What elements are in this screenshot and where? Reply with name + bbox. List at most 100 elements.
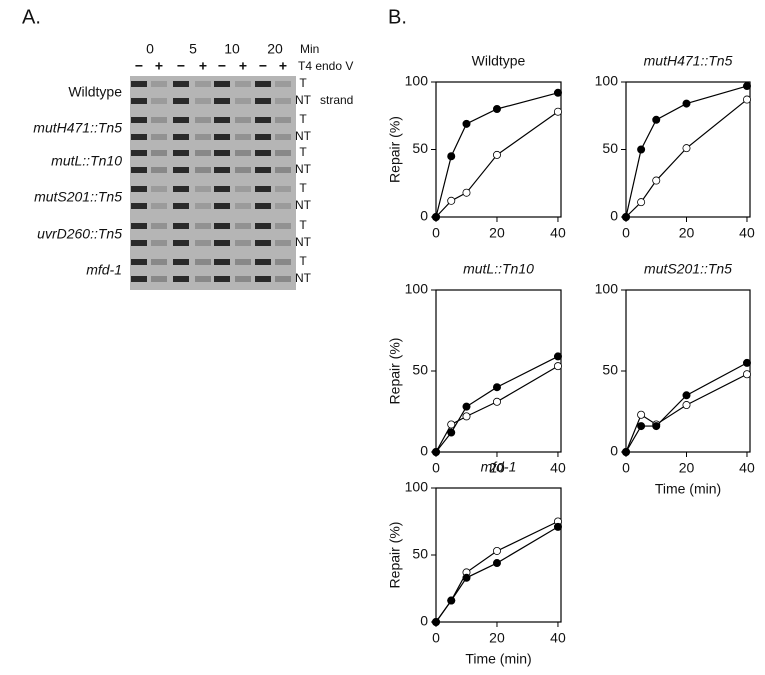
- strand-label: NT: [295, 271, 312, 285]
- y-tick-label: 50: [602, 140, 618, 156]
- x-tick-label: 0: [622, 460, 630, 476]
- gel-band: [195, 117, 211, 123]
- y-tick-label: 100: [405, 73, 429, 89]
- gel-band: [255, 240, 271, 246]
- gel-band: [214, 259, 230, 265]
- x-tick-label: 20: [489, 460, 505, 476]
- gel-band: [275, 223, 291, 229]
- gel-band: [151, 150, 167, 156]
- gel-band: [255, 203, 271, 209]
- data-point: [492, 559, 501, 568]
- data-point: [462, 119, 471, 128]
- y-tick-label: 50: [412, 362, 428, 378]
- gel-band: [131, 259, 147, 265]
- gel-band: [151, 276, 167, 282]
- gel-band: [195, 259, 211, 265]
- gel-band: [131, 186, 147, 192]
- lane-sign: −: [259, 58, 267, 74]
- data-point: [462, 412, 471, 421]
- data-point: [682, 144, 691, 153]
- gel-band: [255, 134, 271, 140]
- y-tick-label: 0: [610, 443, 618, 459]
- data-point: [492, 397, 501, 406]
- time-label: 0: [146, 41, 154, 57]
- y-axis-label: Repair (%): [387, 338, 403, 405]
- gel-band: [131, 134, 147, 140]
- x-tick-label: 40: [739, 460, 755, 476]
- x-tick-label: 40: [550, 460, 566, 476]
- gel-band: [131, 117, 147, 123]
- data-point: [431, 447, 440, 456]
- gel-band: [214, 117, 230, 123]
- gel-band: [173, 240, 189, 246]
- chart-title: mutS201::Tn5: [644, 261, 732, 277]
- gel-band: [275, 240, 291, 246]
- series-line: [435, 520, 559, 623]
- gel-band: [275, 98, 291, 104]
- chart-title: Wildtype: [472, 53, 526, 69]
- data-point: [637, 410, 646, 419]
- lane-sign: −: [135, 58, 143, 74]
- x-tick-label: 0: [622, 225, 630, 241]
- lane-sign: +: [239, 58, 247, 74]
- data-point: [553, 522, 562, 531]
- y-tick-label: 100: [405, 281, 429, 297]
- x-tick-label: 0: [432, 630, 440, 646]
- gel-band: [195, 240, 211, 246]
- gel-band: [255, 167, 271, 173]
- gel-band: [195, 223, 211, 229]
- gel-band: [214, 98, 230, 104]
- y-tick-label: 0: [420, 208, 428, 224]
- x-tick-label: 40: [739, 225, 755, 241]
- lane-sign: −: [177, 58, 185, 74]
- gel-band: [195, 186, 211, 192]
- y-axis-label: Repair (%): [387, 116, 403, 183]
- chart-title: mfd-1: [481, 459, 517, 475]
- gel-band: [151, 240, 167, 246]
- gel-band: [235, 186, 251, 192]
- data-point: [447, 420, 456, 429]
- data-point: [492, 383, 501, 392]
- data-point: [462, 402, 471, 411]
- gel-band: [235, 150, 251, 156]
- gel-band: [235, 81, 251, 87]
- gel-band: [214, 203, 230, 209]
- gel-band: [255, 81, 271, 87]
- gel-band: [173, 203, 189, 209]
- gel-band: [195, 81, 211, 87]
- gel-band: [173, 81, 189, 87]
- gel-band: [235, 240, 251, 246]
- lane-sign: +: [199, 58, 207, 74]
- time-unit: Min: [300, 42, 319, 56]
- data-point: [492, 105, 501, 114]
- y-axis-label: Repair (%): [387, 522, 403, 589]
- gel-band: [173, 134, 189, 140]
- x-tick-label: 40: [550, 630, 566, 646]
- gel-band: [173, 117, 189, 123]
- data-point: [637, 198, 646, 207]
- gel-band: [235, 117, 251, 123]
- gel-band: [131, 240, 147, 246]
- gel-band: [235, 98, 251, 104]
- y-tick-label: 0: [610, 208, 618, 224]
- y-tick-label: 0: [420, 443, 428, 459]
- strain-label: uvrD260::Tn5: [37, 226, 122, 242]
- data-point: [622, 212, 631, 221]
- data-point: [682, 401, 691, 410]
- gel-band: [173, 259, 189, 265]
- gel-band: [255, 98, 271, 104]
- lane-sign: −: [218, 58, 226, 74]
- data-point: [553, 88, 562, 97]
- chart-title: mutL::Tn10: [463, 261, 534, 277]
- gel-band: [275, 276, 291, 282]
- gel-band: [275, 259, 291, 265]
- gel-band: [214, 186, 230, 192]
- strand-label: T: [299, 145, 307, 159]
- gel-band: [195, 203, 211, 209]
- data-point: [652, 422, 661, 431]
- gel-band: [275, 81, 291, 87]
- gel-band: [235, 134, 251, 140]
- gel-band: [131, 203, 147, 209]
- x-axis-label: Time (min): [655, 481, 721, 497]
- gel-band: [131, 167, 147, 173]
